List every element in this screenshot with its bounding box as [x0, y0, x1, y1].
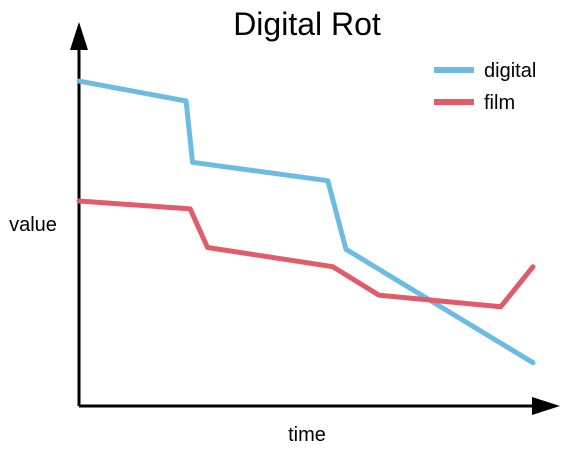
series-layer — [76, 78, 536, 366]
y-axis-arrow — [70, 22, 88, 50]
axes — [70, 22, 560, 415]
series-line-film — [76, 198, 536, 310]
x-axis-arrow — [532, 397, 560, 415]
legend: digital film — [434, 60, 536, 114]
y-axis-label: value — [9, 214, 57, 236]
x-axis-label: time — [288, 424, 326, 446]
chart-title: Digital Rot — [233, 6, 381, 42]
legend-label-digital: digital — [484, 60, 536, 82]
legend-label-film: film — [484, 92, 515, 114]
series-line-digital — [76, 78, 536, 366]
